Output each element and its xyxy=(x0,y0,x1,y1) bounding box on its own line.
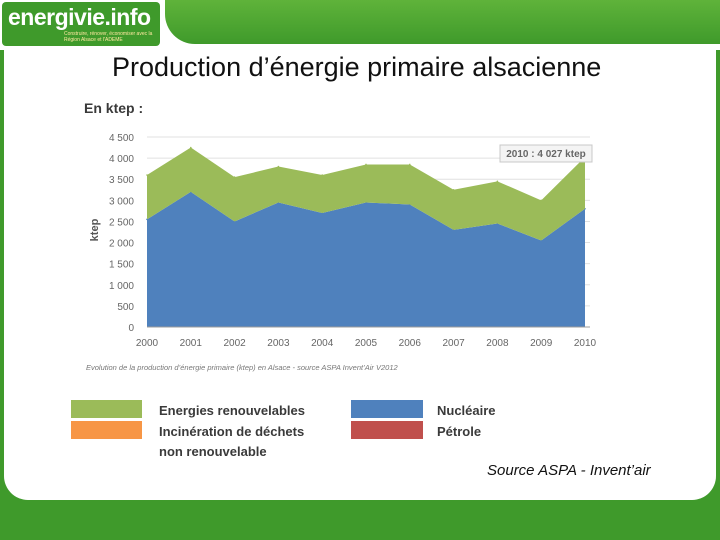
unit-label: En ktep : xyxy=(84,100,144,116)
logo-tagline: Construire, rénover, économiser avec la … xyxy=(64,31,153,43)
data-point xyxy=(452,188,455,191)
area-series-renewables xyxy=(147,147,585,241)
legend-label-renewables: Energies renouvelables xyxy=(159,403,305,418)
x-tick-label: 2005 xyxy=(355,338,378,349)
legend-label-nuclear: Nucléaire xyxy=(437,403,496,418)
x-tick-label: 2010 xyxy=(574,338,597,349)
x-tick-label: 2008 xyxy=(486,338,509,349)
data-point xyxy=(540,199,542,202)
x-tick-label: 2004 xyxy=(311,338,334,349)
source-note: Source ASPA - Invent’air xyxy=(487,462,651,479)
legend-swatch-nuclear xyxy=(351,400,423,418)
logo: energivie.info Construire, rénover, écon… xyxy=(2,2,160,46)
logo-text: energivie.info xyxy=(8,4,151,30)
y-tick-label: 4 500 xyxy=(109,133,134,144)
annotation-text: 2010 : 4 027 ktep xyxy=(506,149,586,160)
y-axis-label: ktep xyxy=(89,218,101,241)
data-point xyxy=(233,176,236,178)
tick-labels: 0 500 1 000 1 500 2 000 2 500 3 000 3 500 4 000 4… xyxy=(109,133,597,349)
y-tick-label: 500 xyxy=(117,302,134,313)
chart-caption: Evolution de la production d’énergie pri… xyxy=(86,363,399,372)
data-point xyxy=(190,146,192,149)
x-tick-label: 2001 xyxy=(180,338,203,349)
x-tick-label: 2007 xyxy=(442,338,465,349)
data-point xyxy=(496,180,499,183)
legend-label-incineration: Incinération de déchets xyxy=(159,424,305,439)
data-point xyxy=(321,174,324,176)
area-series xyxy=(146,146,586,327)
x-tick-label: 2009 xyxy=(530,338,553,349)
legend-label-petrol: Pétrole xyxy=(437,424,482,439)
data-point xyxy=(146,174,148,176)
y-tick-label: 2 500 xyxy=(109,217,134,228)
data-point xyxy=(277,165,280,168)
slide-title: Production d’énergie primaire alsacienne xyxy=(112,52,602,82)
y-tick-label: 4 000 xyxy=(109,154,134,165)
data-point xyxy=(365,163,367,166)
legend-swatch-petrol xyxy=(351,421,423,439)
y-tick-label: 3 000 xyxy=(109,196,134,207)
y-tick-label: 2 000 xyxy=(109,239,134,250)
y-tick-label: 3 500 xyxy=(109,175,134,186)
y-tick-label: 1 000 xyxy=(109,281,134,292)
data-point xyxy=(409,163,411,166)
legend-label-non-renewable: non renouvelable xyxy=(159,444,267,459)
y-tick-label: 0 xyxy=(128,323,134,334)
area-series-nuclear xyxy=(147,191,585,327)
x-tick-label: 2006 xyxy=(399,338,422,349)
legend-swatch-incineration xyxy=(71,421,142,439)
y-tick-label: 1 500 xyxy=(109,260,134,271)
header-green-band xyxy=(165,0,720,44)
annotation-box: 2010 : 4 027 ktep xyxy=(499,144,593,163)
legend-swatch-renewables xyxy=(71,400,142,418)
x-tick-label: 2000 xyxy=(136,338,159,349)
x-tick-label: 2002 xyxy=(223,338,246,349)
x-tick-label: 2003 xyxy=(267,338,290,349)
